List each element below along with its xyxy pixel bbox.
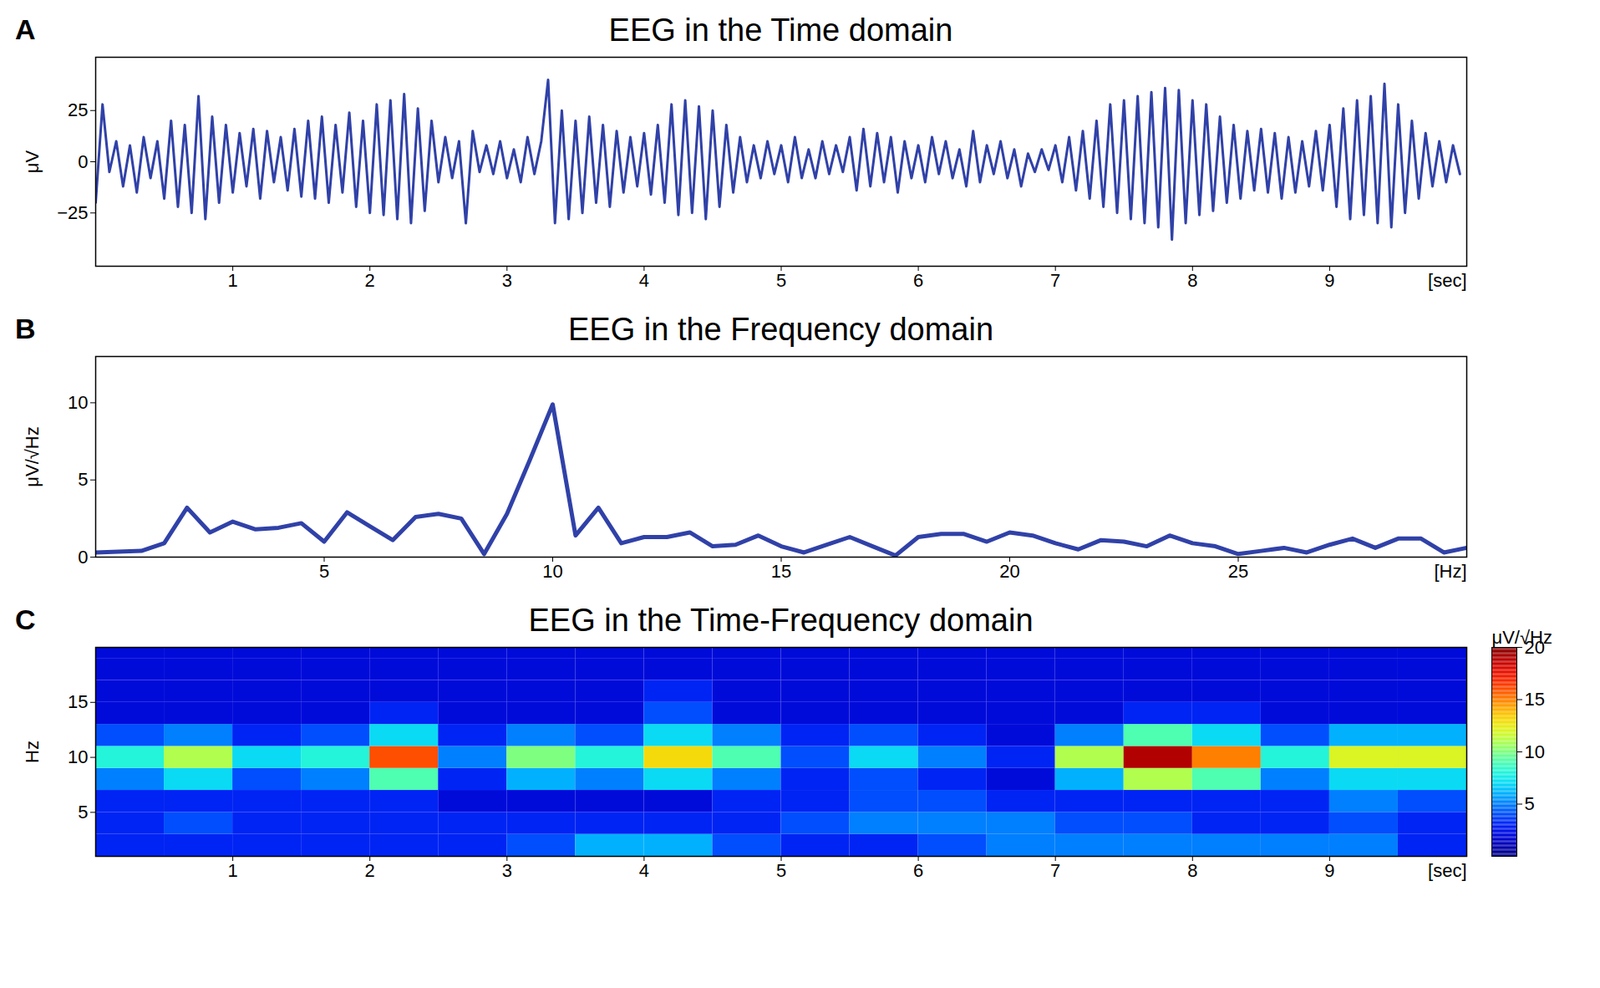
svg-text:15: 15 [67,690,88,712]
svg-text:10: 10 [1524,741,1545,762]
svg-text:20: 20 [999,560,1020,582]
svg-text:5: 5 [776,859,787,881]
svg-text:[sec]: [sec] [1427,269,1467,291]
html-text:C: C [15,603,36,635]
html-text:B: B [15,312,36,345]
svg-text:Hz: Hz [21,740,43,763]
svg-text:7: 7 [1050,269,1061,291]
svg-text:9: 9 [1324,859,1335,881]
svg-text:3: 3 [502,859,513,881]
svg-text:10: 10 [67,391,88,413]
svg-text:25: 25 [67,99,88,121]
svg-text:10: 10 [67,746,88,767]
html-text:EEG in the Time-Frequency doma: EEG in the Time-Frequency domain [528,602,1034,638]
svg-text:2: 2 [365,269,376,291]
svg-text:5: 5 [776,269,787,291]
svg-text:15: 15 [1524,688,1545,710]
svg-text:10: 10 [542,560,563,582]
svg-text:15: 15 [771,560,792,582]
svg-text:2: 2 [365,859,376,881]
svg-text:0: 0 [77,546,88,568]
svg-text:4: 4 [639,269,650,291]
svg-text:4: 4 [639,859,650,881]
svg-text:7: 7 [1050,859,1061,881]
svg-text:5: 5 [77,468,88,490]
svg-text:−25: −25 [56,202,88,224]
html-text:EEG in the Frequency domain: EEG in the Frequency domain [568,311,994,347]
svg-text:25: 25 [1228,560,1249,582]
svg-text:[Hz]: [Hz] [1433,560,1467,582]
svg-text:[sec]: [sec] [1427,859,1467,881]
html-text:A: A [15,13,36,46]
svg-text:5: 5 [77,801,88,823]
html-text:EEG in the Time domain: EEG in the Time domain [608,12,953,48]
svg-text:0: 0 [77,151,88,173]
svg-text:6: 6 [913,859,924,881]
svg-text:6: 6 [913,269,924,291]
svg-text:μV: μV [21,150,43,174]
svg-text:μV/√Hz: μV/√Hz [1492,626,1553,648]
svg-text:8: 8 [1187,269,1198,291]
svg-text:μV/√Hz: μV/√Hz [21,426,43,487]
svg-text:1: 1 [227,859,238,881]
svg-text:9: 9 [1324,269,1335,291]
svg-text:3: 3 [502,269,513,291]
svg-text:5: 5 [1524,792,1535,814]
svg-text:8: 8 [1187,859,1198,881]
svg-text:1: 1 [227,269,238,291]
svg-text:5: 5 [319,560,330,582]
